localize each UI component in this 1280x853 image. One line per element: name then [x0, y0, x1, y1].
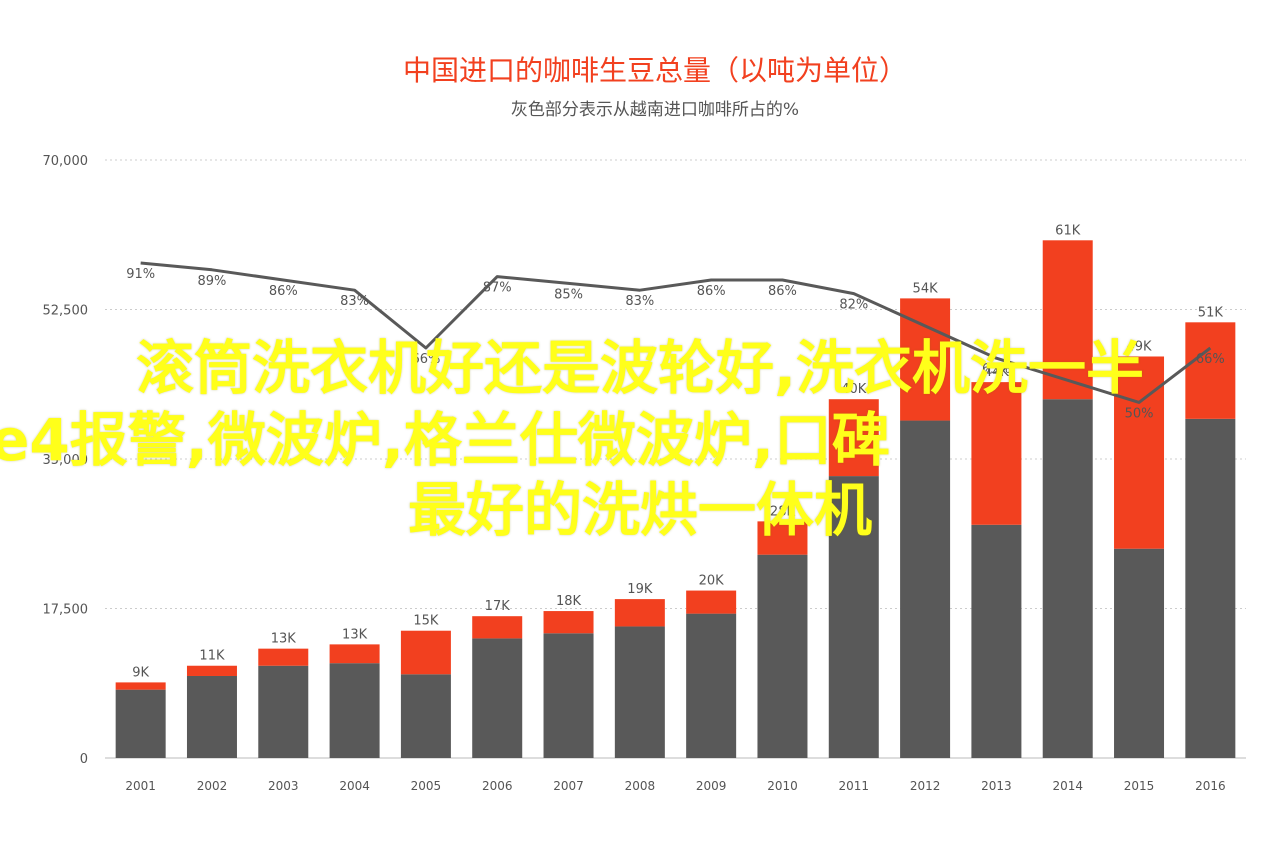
bar-total-label: 9K: [132, 665, 149, 680]
bar-total-label: 20K: [699, 574, 725, 589]
y-tick-label: 70,000: [43, 154, 89, 169]
bar-gray: [472, 638, 523, 758]
bars: 9K 11K 13K 13K 15K 17K 18K 19K 20K 28K 40K 54K 44K 61…: [115, 223, 1236, 758]
x-tick-label: 2013: [981, 779, 1012, 793]
bar-red: [329, 644, 380, 664]
x-tick-label: 2014: [1052, 779, 1083, 793]
bar-red: [115, 682, 166, 690]
x-tick-label: 2001: [125, 779, 156, 793]
bar-red: [971, 382, 1022, 525]
bar-total-label: 11K: [199, 649, 225, 664]
bar-gray: [614, 626, 665, 758]
bar-gray: [1114, 548, 1165, 758]
y-tick-label: 52,500: [43, 304, 89, 319]
y-tick-label: 35,000: [43, 453, 89, 468]
x-tick-label: 2015: [1124, 779, 1155, 793]
bar-gray: [1185, 418, 1236, 758]
bar-red: [828, 399, 879, 477]
bar-gray: [400, 674, 451, 758]
bar-total-label: 13K: [342, 627, 368, 642]
line-point-label: 50%: [1125, 406, 1154, 421]
line-point-label: 83%: [340, 294, 369, 309]
x-tick-label: 2009: [696, 779, 727, 793]
percentage-line: 91% 89% 86% 83% 66% 87% 85% 83% 86% 86% 82% 63% 50% 6…: [126, 261, 1225, 421]
bar-red: [614, 599, 665, 627]
x-tick-label: 2012: [910, 779, 941, 793]
bar-total-label: 18K: [556, 594, 582, 609]
chart-subtitle: 灰色部分表示从越南进口咖啡所占的%: [511, 100, 799, 120]
line-point-label: 66%: [411, 352, 440, 367]
x-tick-label: 2005: [411, 779, 442, 793]
bar-gray: [1042, 399, 1093, 758]
line-point-label: 86%: [768, 284, 797, 299]
bar-total-label: 44K: [984, 365, 1010, 380]
bar-red: [1042, 240, 1093, 400]
y-tick-label: 17,500: [43, 603, 89, 618]
chart-title: 中国进口的咖啡生豆总量（以吨为单位）: [403, 54, 907, 87]
x-tick-label: 2002: [197, 779, 228, 793]
bar-total-label: 49K: [1126, 339, 1152, 354]
y-axis: 0 17,500 35,000 52,500 70,000: [43, 154, 89, 767]
bar-gray: [329, 663, 380, 758]
bar-red: [258, 648, 309, 666]
bar-red: [543, 611, 594, 634]
line-point-label: 89%: [198, 274, 227, 289]
bar-total-label: 19K: [627, 582, 653, 597]
line-point-label: 87%: [483, 281, 512, 296]
bar-gray: [258, 665, 309, 758]
line-point-label: 63%: [982, 362, 1011, 377]
bar-gray: [115, 689, 166, 758]
bar-gray: [186, 675, 237, 758]
line-point-label: 83%: [625, 294, 654, 309]
line-point-label: 86%: [697, 284, 726, 299]
bar-red: [472, 616, 523, 639]
bar-gray: [971, 524, 1022, 758]
bar-gray: [828, 476, 879, 758]
x-axis: 2001 2002 2003 2004 2005 2006 2007 2008 2009 2010…: [125, 779, 1225, 793]
line-point-label: 66%: [1196, 352, 1225, 367]
bar-gray: [543, 633, 594, 758]
x-tick-label: 2010: [767, 779, 798, 793]
x-tick-label: 2008: [625, 779, 656, 793]
bar-gray: [757, 554, 808, 758]
bar-total-label: 17K: [485, 599, 511, 614]
bar-gray: [900, 420, 951, 758]
bar-total-label: 40K: [841, 382, 867, 397]
bar-red: [686, 590, 737, 614]
x-tick-label: 2011: [839, 779, 870, 793]
line-series: [140, 261, 1212, 404]
bar-total-label: 15K: [413, 614, 439, 629]
line-point-label: 82%: [839, 298, 868, 313]
line-point-label: 91%: [126, 267, 155, 282]
bar-red: [1114, 356, 1165, 549]
bar-gray: [686, 613, 737, 758]
x-tick-label: 2006: [482, 779, 513, 793]
y-tick-label: 0: [80, 752, 88, 767]
bar-red: [400, 630, 451, 675]
bar-total-label: 13K: [271, 632, 297, 647]
line-point-label: 86%: [269, 284, 298, 299]
bar-total-label: 61K: [1055, 223, 1081, 238]
bar-total-label: 54K: [913, 281, 939, 296]
bar-total-label: 51K: [1198, 305, 1224, 320]
x-tick-label: 2016: [1195, 779, 1226, 793]
bar-red: [186, 665, 237, 676]
x-tick-label: 2004: [339, 779, 370, 793]
x-tick-label: 2007: [553, 779, 584, 793]
x-tick-label: 2003: [268, 779, 299, 793]
bar-total-label: 28K: [770, 504, 796, 519]
line-point-label: 85%: [554, 287, 583, 302]
bar-red: [757, 521, 808, 555]
bar-red: [1185, 322, 1236, 419]
